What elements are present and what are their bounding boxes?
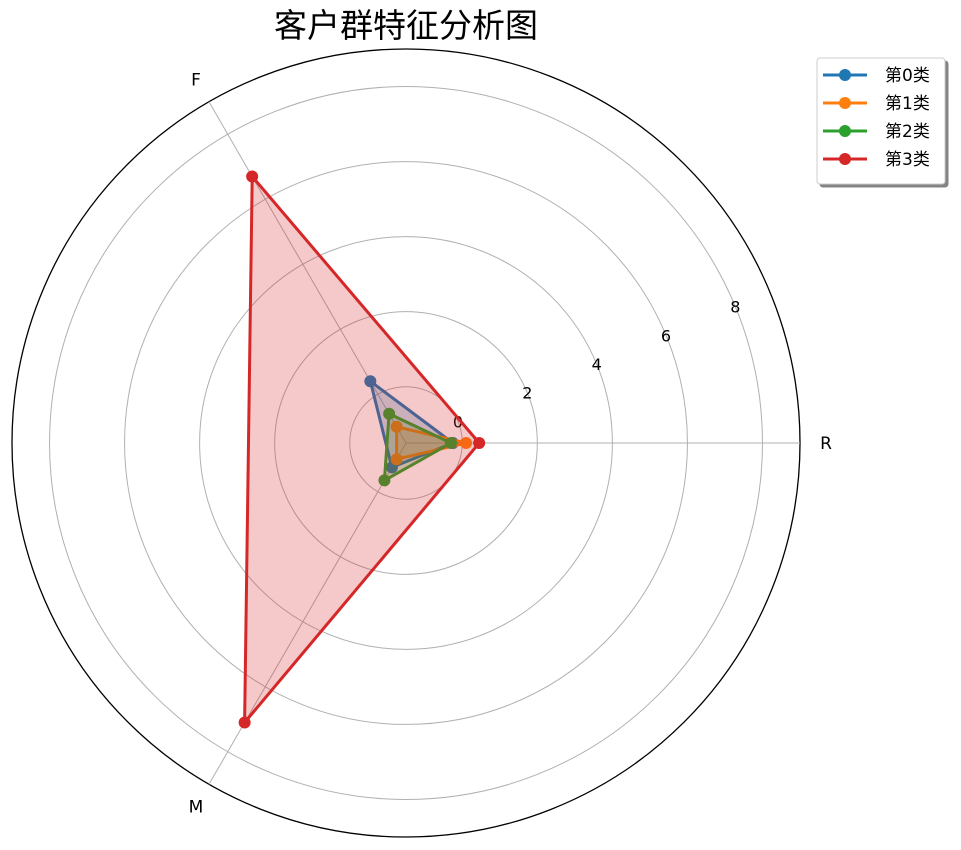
tick-label-8: 8 [730,298,740,317]
legend-item-3: 第3类 [823,150,930,170]
axis-label-R: R [820,434,832,454]
legend-label-1: 第1类 [885,94,930,114]
series-fill-2 [384,413,451,481]
series-1-point-R [460,437,473,449]
series-fill-1 [396,426,466,460]
axis-label-F: F [191,70,201,90]
legend-item-0: 第0类 [823,66,930,86]
tick-label-6: 6 [661,326,671,345]
legend-marker-3 [839,153,851,165]
series-3-point-R [473,437,486,449]
legend-label-0: 第0类 [885,66,930,86]
series-3-point-M [238,716,251,729]
legend-label-2: 第2类 [885,122,930,142]
series-2-point-M [378,474,391,487]
series-line-0 [367,377,456,470]
legend-frame [816,57,946,185]
series-line-2 [382,411,455,484]
legend-marker-0 [839,69,851,81]
series-line-3 [243,172,482,727]
series-0-point-F [364,375,377,388]
legend-item-2: 第2类 [823,122,930,142]
series-group [238,170,486,729]
tick-label-0: 0 [453,412,463,431]
axis-labels: R F M [189,70,832,817]
legend-marker-1 [839,97,851,109]
radial-tick-labels: 0 2 4 6 8 [453,298,741,432]
series-3 [238,170,486,729]
legend-item-1: 第1类 [823,94,930,114]
series-2-point-F [383,407,396,420]
chart-title: 客户群特征分析图 [274,6,538,45]
legend-marker-2 [839,125,851,137]
series-fill-3 [244,176,480,723]
legend-label-3: 第3类 [885,150,930,170]
tick-label-2: 2 [522,384,532,403]
series-2-point-R [445,437,458,449]
axis-label-M: M [189,798,204,818]
series-1-point-F [390,420,403,433]
tick-label-4: 4 [592,355,602,374]
series-1-point-M [390,453,403,466]
series-3-point-F [246,170,259,183]
series-2 [378,407,458,487]
